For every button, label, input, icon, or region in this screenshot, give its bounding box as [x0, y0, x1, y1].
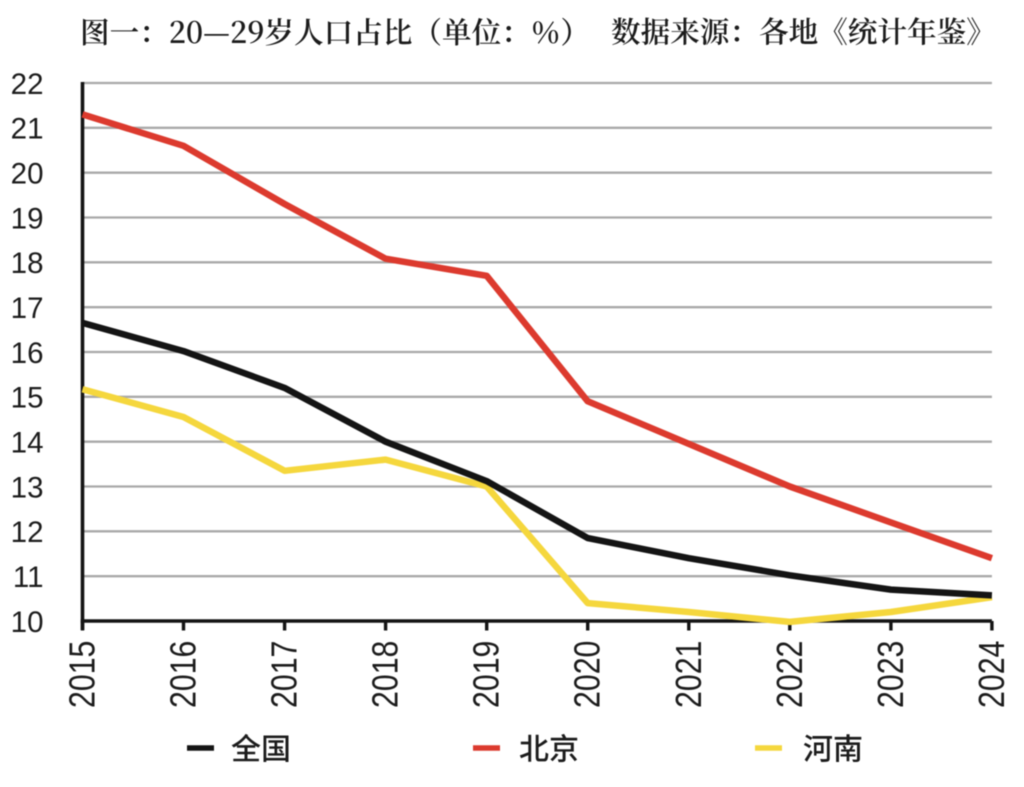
svg-text:2018: 2018	[366, 641, 406, 708]
svg-text:2024: 2024	[973, 641, 1013, 708]
svg-text:18: 18	[11, 247, 44, 280]
svg-text:17: 17	[11, 292, 44, 325]
svg-text:2021: 2021	[670, 641, 710, 708]
svg-text:14: 14	[11, 427, 44, 460]
svg-text:2016: 2016	[164, 641, 204, 708]
svg-text:2019: 2019	[467, 641, 507, 708]
svg-text:2023: 2023	[872, 641, 912, 708]
svg-text:19: 19	[11, 202, 44, 235]
svg-text:2020: 2020	[568, 641, 608, 708]
svg-text:11: 11	[13, 561, 44, 594]
svg-text:22: 22	[11, 68, 44, 101]
svg-text:12: 12	[11, 516, 44, 549]
svg-text:20: 20	[11, 158, 44, 191]
svg-text:16: 16	[11, 337, 44, 370]
svg-text:15: 15	[11, 382, 44, 415]
svg-text:2015: 2015	[63, 641, 103, 708]
svg-text:2017: 2017	[265, 641, 305, 708]
svg-text:2022: 2022	[771, 641, 811, 708]
svg-text:13: 13	[11, 471, 44, 504]
svg-text:21: 21	[11, 113, 44, 146]
svg-text:10: 10	[11, 606, 44, 639]
